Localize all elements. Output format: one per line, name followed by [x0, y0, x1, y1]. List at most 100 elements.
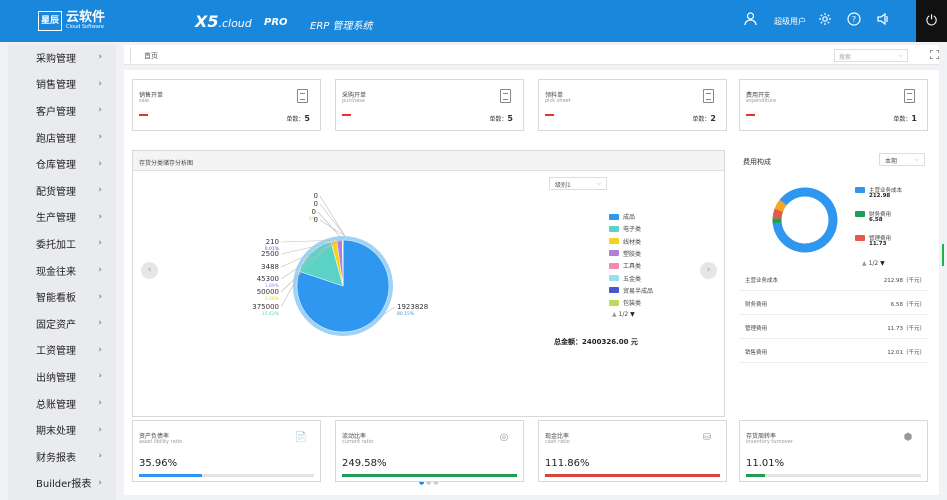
summary-card[interactable]: 费用开支 expenditure 单数：1	[739, 79, 928, 131]
sidebar-item[interactable]: 出纳管理 ›	[8, 363, 116, 390]
cost-pager-prev-icon[interactable]: ▲	[862, 260, 867, 267]
settings-icon[interactable]	[818, 12, 832, 31]
tab-home[interactable]: 首页	[144, 52, 158, 60]
ratio-card[interactable]: 存货周转率 inventory turnover 11.01% ⬢	[739, 420, 928, 482]
card-dash-indicator	[545, 114, 554, 116]
sidebar-item[interactable]: 财务报表 ›	[8, 443, 116, 470]
pie-legend-item[interactable]: 贸易半成品	[609, 286, 653, 295]
sidebar-item[interactable]: 总账管理 ›	[8, 390, 116, 417]
logo-name: 云软件	[66, 10, 106, 25]
ratio-title: 资产负债率	[139, 433, 170, 440]
chevron-right-icon: ›	[98, 265, 102, 276]
power-icon[interactable]: ⏻	[916, 0, 947, 42]
row-divider	[739, 362, 929, 363]
document-icon	[703, 89, 714, 103]
carousel-dots[interactable]: ● ● ●	[419, 479, 439, 486]
sidebar-item-label: 配货管理	[36, 186, 76, 198]
cost-pager-next-icon[interactable]: ▼	[880, 260, 885, 267]
sidebar: 采购管理 › 销售管理 › 客户管理 › 跑店管理 › 仓库管理 › 配货管理 › 生产管理 › 委托加工 ›…	[8, 44, 116, 500]
sidebar-item-label: 期末处理	[36, 426, 76, 438]
sidebar-item-label: 生产管理	[36, 213, 76, 225]
inventory-total: 总金额：2400326.00 元	[554, 338, 638, 346]
sidebar-item[interactable]: 仓库管理 ›	[8, 150, 116, 177]
legend-swatch	[855, 187, 865, 193]
card-title: 费用开支	[746, 92, 771, 99]
scroll-indicator[interactable]	[942, 244, 944, 266]
cost-row-label: 管理费用	[745, 326, 768, 332]
pie-legend-item[interactable]: 工具类	[609, 261, 641, 270]
period-select[interactable]: 本期 ⌵	[879, 153, 925, 166]
sidebar-item-label: 工资管理	[36, 346, 76, 358]
summary-card[interactable]: 采购开单 purchase 单数：5	[335, 79, 524, 131]
chevron-right-icon: ›	[98, 52, 102, 63]
summary-card[interactable]: 领料单 pick sheet 单数：2	[538, 79, 727, 131]
sidebar-item[interactable]: 工资管理 ›	[8, 337, 116, 364]
pie-percent-label: 15.62%	[262, 311, 280, 317]
sidebar-item[interactable]: 智能看板 ›	[8, 283, 116, 310]
pie-percent-label: 1.89%	[265, 283, 280, 289]
ratio-progress-fill	[545, 474, 720, 477]
sidebar-item[interactable]: 现金往来 ›	[8, 257, 116, 284]
pager-next-icon[interactable]: ▼	[630, 311, 635, 318]
search-input[interactable]: 搜索 ⌵	[834, 49, 908, 62]
pie-legend-item[interactable]: 包装类	[609, 298, 641, 307]
cost-pager[interactable]: ▲ 1/2 ▼	[862, 260, 885, 267]
level-select[interactable]: 级别1 ⌵	[549, 177, 607, 190]
sidebar-item[interactable]: 客户管理 ›	[8, 97, 116, 124]
card-subtitle: expenditure	[746, 98, 777, 104]
sidebar-item[interactable]: 采购管理 ›	[8, 44, 116, 71]
row-divider	[739, 314, 929, 315]
user-icon[interactable]	[744, 12, 757, 31]
pie-legend-item[interactable]: 线材类	[609, 237, 641, 246]
sidebar-item[interactable]: 委托加工 ›	[8, 230, 116, 257]
donut-segment	[772, 187, 838, 253]
card-subtitle: sale	[139, 98, 150, 104]
cost-row-label: 主营业务成本	[745, 278, 779, 284]
sidebar-item[interactable]: 期末处理 ›	[8, 416, 116, 443]
cost-panel-title: 费用构成	[743, 158, 771, 166]
ratio-card[interactable]: 现金比率 cash ratio 111.86% ⛁	[538, 420, 727, 482]
card-count-label: 单数：	[286, 116, 305, 123]
sidebar-item[interactable]: 配货管理 ›	[8, 177, 116, 204]
pager-prev-icon[interactable]: ▲	[612, 311, 617, 318]
prev-arrow-icon[interactable]: ‹	[141, 262, 158, 279]
ratio-subtitle: inventory turnover	[746, 439, 793, 445]
sidebar-item[interactable]: 销售管理 ›	[8, 71, 116, 98]
ratio-value: 111.86%	[545, 458, 590, 469]
pie-legend-item[interactable]: 电子类	[609, 224, 641, 233]
sidebar-item[interactable]: 固定资产 ›	[8, 310, 116, 337]
fullscreen-icon[interactable]	[929, 49, 940, 62]
user-name[interactable]: 超级用户	[774, 17, 806, 26]
help-icon[interactable]: ?	[847, 12, 861, 31]
chevron-right-icon: ›	[98, 238, 102, 249]
pie-value-label: 0	[314, 216, 318, 224]
sidebar-item[interactable]: 跑店管理 ›	[8, 124, 116, 151]
ratio-card[interactable]: 流动比率 current ratio 249.58% ◎	[335, 420, 524, 482]
ratio-value: 249.58%	[342, 458, 387, 469]
notification-icon[interactable]	[876, 12, 890, 31]
legend-swatch	[609, 225, 619, 232]
sidebar-item-label: 现金往来	[36, 266, 76, 278]
sidebar-item-label: 财务报表	[36, 452, 76, 464]
card-count-label: 单数：	[489, 116, 508, 123]
card-dash-indicator	[342, 114, 351, 116]
chevron-right-icon: ›	[98, 318, 102, 329]
summary-card[interactable]: 销售开单 sale 单数：5	[132, 79, 321, 131]
pie-legend-item[interactable]: 塑胶类	[609, 249, 641, 258]
legend-pager[interactable]: ▲ 1/2 ▼	[612, 311, 635, 318]
legend-swatch	[609, 262, 619, 269]
sidebar-item-label: 出纳管理	[36, 372, 76, 384]
svg-text:?: ?	[852, 15, 856, 24]
pie-leader-line	[280, 239, 343, 268]
card-count-value: 2	[710, 114, 716, 123]
sidebar-item[interactable]: Builder报表 ›	[8, 470, 116, 497]
chevron-right-icon: ›	[98, 344, 102, 355]
next-arrow-icon[interactable]: ›	[700, 262, 717, 279]
pie-legend-item[interactable]: 成品	[609, 212, 635, 221]
pie-value-label: 1923828	[397, 303, 428, 311]
ratio-card[interactable]: 资产负债率 asset libility ratio 35.96% 📄	[132, 420, 321, 482]
sidebar-item[interactable]: 生产管理 ›	[8, 204, 116, 231]
legend-value: 11.73	[869, 241, 887, 247]
chevron-right-icon: ›	[98, 105, 102, 116]
pie-legend-item[interactable]: 五金类	[609, 274, 641, 283]
